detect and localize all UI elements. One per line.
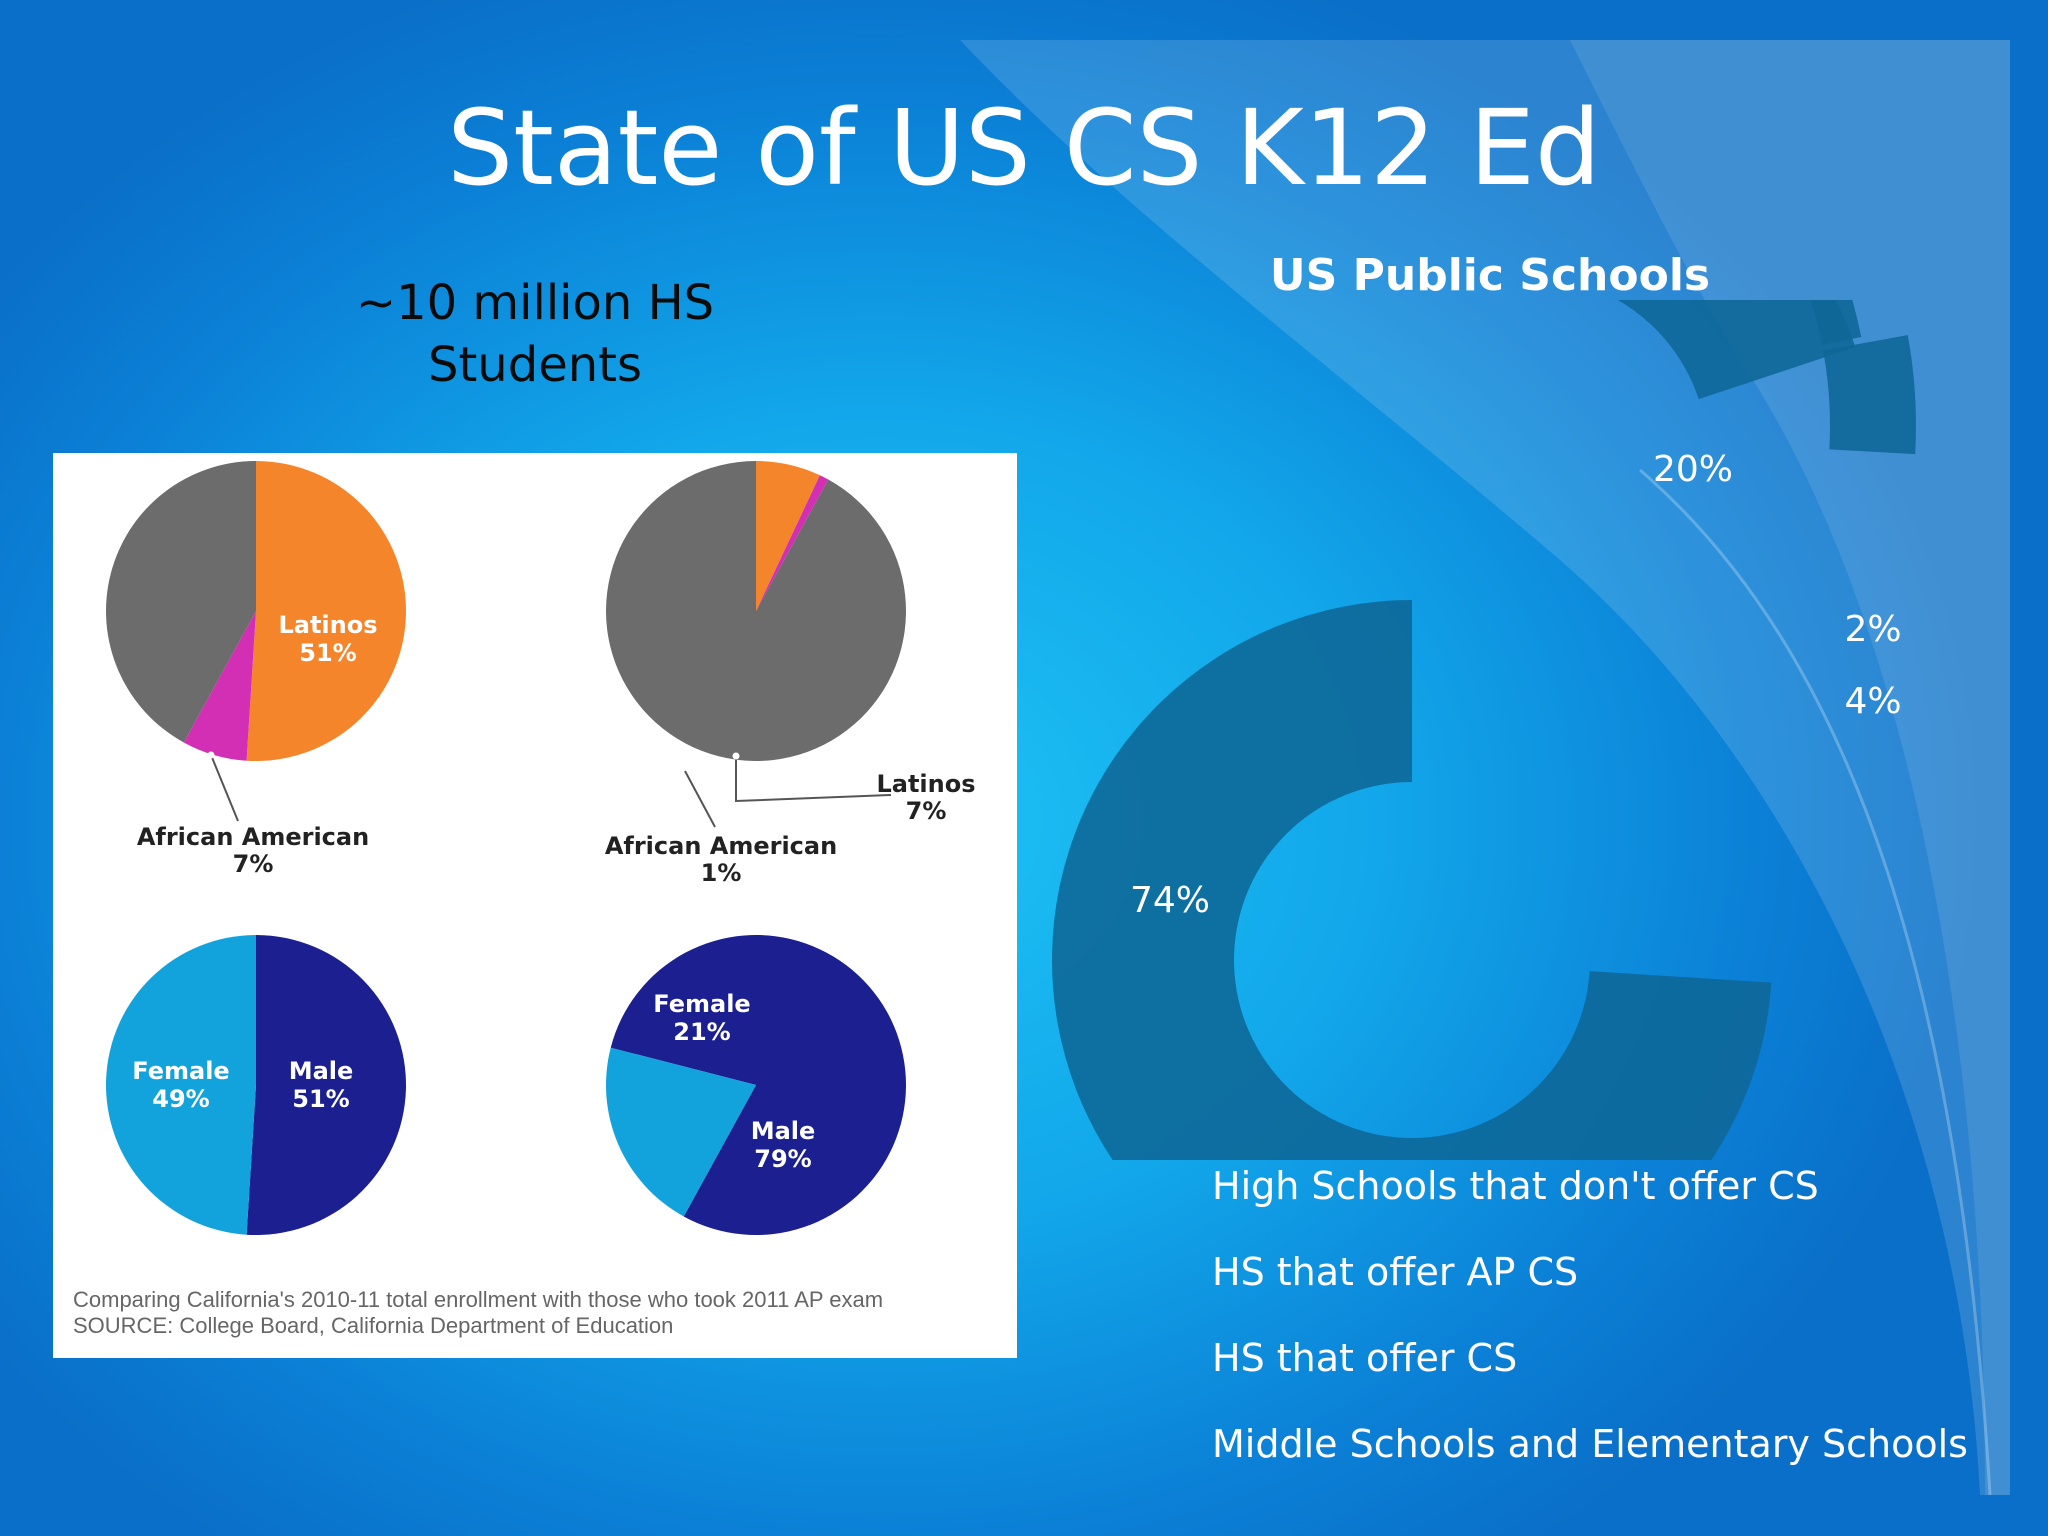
pie4-slice-male <box>610 935 906 1235</box>
california-enrollment-panel: Latinos 51% African American 7% Latinos 7% Afr… <box>53 453 1017 1358</box>
pie2-leader-dot <box>732 752 740 760</box>
donut-slice-1 <box>1810 300 1862 345</box>
pie3-label-male: Male <box>289 1057 354 1085</box>
pie1-slice-latinos <box>246 461 406 761</box>
pie4-pct-female: 21% <box>673 1018 730 1046</box>
panel-caption: Comparing California's 2010-11 total enr… <box>73 1287 883 1339</box>
donut-legend: High Schools that don't offer CS HS that… <box>1212 1158 1968 1502</box>
pie2-slice-other <box>605 461 906 761</box>
pie1-slice-other <box>105 461 256 743</box>
donut-label-1: 2% <box>1844 609 1901 650</box>
caption-line-2: SOURCE: College Board, California Depart… <box>73 1313 674 1338</box>
pie1-slice-african-american <box>183 611 256 761</box>
pie3-pct-male: 51% <box>292 1085 349 1113</box>
donut-slice-3 <box>1052 600 1772 1160</box>
pie2-label-african-american: African American <box>605 832 837 860</box>
pie2-leader-african-american <box>684 770 716 828</box>
slide-title: State of US CS K12 Ed <box>447 87 1601 209</box>
donut-label-3: 74% <box>1130 880 1210 921</box>
donut-chart-title: US Public Schools <box>1269 250 1711 301</box>
pie4-pct-male: 79% <box>754 1145 811 1173</box>
pie1-pct-latinos: 51% <box>299 639 356 667</box>
donut-label-2: 4% <box>1844 681 1901 722</box>
subtitle-line-2: Students <box>428 337 642 393</box>
pie2-slice-latinos <box>756 461 820 611</box>
pie1-pct-african-american: 7% <box>233 850 274 878</box>
pie2-pct-african-american: 1% <box>701 859 742 887</box>
caption-line-1: Comparing California's 2010-11 total enr… <box>73 1287 884 1312</box>
subtitle-line-1: ~10 million HS <box>355 275 715 331</box>
legend-item-3: Middle Schools and Elementary Schools <box>1212 1422 1968 1466</box>
hs-students-subtitle: ~10 million HS Students <box>320 272 750 396</box>
us-public-schools-donut: 20% 2% 4% 74% <box>1052 300 1916 1160</box>
pie4-slice-female <box>606 1047 756 1217</box>
pie2-leader-latinos <box>735 756 892 803</box>
pie4-label-female: Female <box>653 990 750 1018</box>
pie3-pct-female: 49% <box>152 1085 209 1113</box>
pie3-slice-female <box>106 935 256 1235</box>
pie1-leader-dot <box>207 751 215 759</box>
pie1-leader-line <box>210 754 239 822</box>
pie3-label-female: Female <box>132 1057 229 1085</box>
pie2-pct-latinos: 7% <box>906 797 947 825</box>
donut-label-0: 20% <box>1653 449 1733 490</box>
pie1-label-african-american: African American <box>137 823 369 851</box>
legend-item-1: HS that offer AP CS <box>1212 1250 1579 1294</box>
pie1-label-latinos: Latinos <box>278 611 377 639</box>
donut-slice-2 <box>1823 335 1916 455</box>
legend-item-0: High Schools that don't offer CS <box>1212 1164 1819 1208</box>
pie4-label-male: Male <box>751 1117 816 1145</box>
pie2-slice-african-american <box>756 475 829 611</box>
pie3-slice-male <box>246 935 407 1235</box>
legend-item-2: HS that offer CS <box>1212 1336 1518 1380</box>
donut-slice-0 <box>1617 300 1856 400</box>
pie2-label-latinos: Latinos <box>876 770 975 798</box>
